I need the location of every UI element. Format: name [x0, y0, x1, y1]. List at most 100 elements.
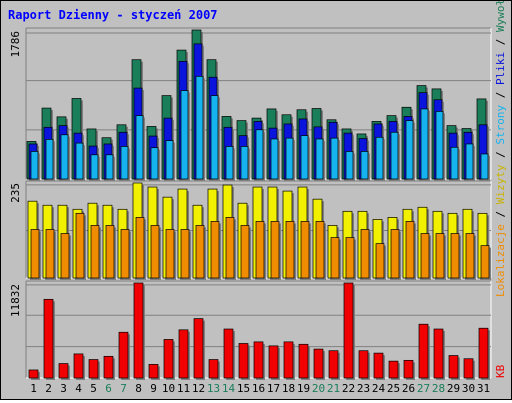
bar-kb: [103, 355, 114, 379]
bar-strony: [315, 138, 324, 180]
bar-strony: [30, 151, 39, 180]
bar-lokalizacje: [45, 229, 55, 279]
bar-kb: [73, 353, 84, 379]
bar-kb: [373, 352, 384, 379]
day-label: 21: [327, 382, 340, 395]
bar-strony: [75, 142, 84, 180]
legend-kb: KB: [494, 364, 507, 378]
bar-lokalizacje: [90, 225, 100, 279]
bar-lokalizacje: [195, 225, 205, 279]
bar-lokalizacje: [225, 217, 235, 279]
bar-strony: [405, 120, 414, 180]
day-label: 16: [252, 382, 265, 395]
bar-lokalizacje: [465, 233, 475, 279]
bar-kb: [118, 331, 129, 379]
bar-kb: [88, 359, 99, 379]
bar-strony: [90, 154, 99, 180]
bar-strony: [195, 76, 204, 180]
bar-lokalizacje: [180, 229, 190, 279]
bar-lokalizacje: [105, 225, 115, 279]
legend-top-part: Wywołania: [494, 1, 507, 32]
bar-kb: [478, 327, 489, 379]
day-label: 25: [387, 382, 400, 395]
bar-kb: [148, 364, 159, 379]
bar-kb: [268, 345, 279, 379]
bar-strony: [390, 131, 399, 180]
bar-kb: [28, 369, 39, 379]
bar-lokalizacje: [345, 237, 355, 279]
bar-kb: [433, 328, 444, 379]
bar-strony: [180, 90, 189, 180]
bar-lokalizacje: [210, 221, 220, 279]
bar-strony: [255, 129, 264, 180]
bar-kb: [298, 343, 309, 379]
day-label: 13: [207, 382, 220, 395]
legend-top-part: Wizyty: [494, 164, 507, 204]
day-label: 20: [312, 382, 325, 395]
bar-kb: [253, 341, 264, 379]
bar-kb: [313, 348, 324, 379]
bar-strony: [105, 154, 114, 180]
day-label: 29: [447, 382, 460, 395]
bar-lokalizacje: [450, 233, 460, 279]
kb-ymax-label: 11832: [9, 284, 22, 317]
bar-lokalizacje: [270, 221, 280, 279]
bar-kb: [178, 329, 189, 379]
day-label: 18: [282, 382, 295, 395]
legend-kb-part: KB: [494, 364, 507, 378]
bar-strony: [45, 139, 54, 180]
bar-lokalizacje: [480, 245, 490, 279]
bar-lokalizacje: [420, 233, 430, 279]
bar-strony: [345, 151, 354, 180]
bar-lokalizacje: [150, 225, 160, 279]
day-label: 8: [135, 382, 142, 395]
bar-lokalizacje: [255, 221, 265, 279]
bar-lokalizacje: [75, 212, 85, 279]
day-label: 2: [45, 382, 52, 395]
bar-kb: [343, 282, 354, 379]
day-label: 5: [90, 382, 97, 395]
bar-lokalizacje: [135, 217, 145, 279]
chart-title: Raport Dzienny - styczeń 2007: [8, 8, 218, 22]
bar-kb: [418, 323, 429, 379]
bar-lokalizacje: [405, 221, 415, 279]
bar-kb: [448, 355, 459, 379]
bar-kb: [388, 360, 399, 379]
legend-top-part: /: [494, 204, 507, 224]
bar-kb: [463, 358, 474, 379]
day-label: 14: [222, 382, 236, 395]
bar-kb: [328, 350, 339, 379]
bar-lokalizacje: [375, 243, 385, 279]
day-label: 17: [267, 382, 280, 395]
day-label: 12: [192, 382, 205, 395]
bar-lokalizacje: [390, 229, 400, 279]
bar-lokalizacje: [360, 229, 370, 279]
bar-lokalizacje: [285, 221, 295, 279]
day-label: 26: [402, 382, 415, 395]
bar-strony: [210, 95, 219, 180]
legend-top-part: /: [494, 32, 507, 52]
bar-kb: [238, 343, 249, 379]
day-label: 1: [30, 382, 37, 395]
visits-ymax-label: 235: [9, 183, 22, 203]
bar-kb: [403, 359, 414, 379]
bar-lokalizacje: [435, 233, 445, 279]
bar-strony: [165, 140, 174, 180]
bar-lokalizacje: [165, 229, 175, 279]
day-label: 24: [372, 382, 386, 395]
bar-kb: [208, 359, 219, 379]
day-label: 3: [60, 382, 67, 395]
day-label: 9: [150, 382, 157, 395]
bar-strony: [300, 135, 309, 180]
bar-strony: [375, 136, 384, 180]
bar-strony: [330, 137, 339, 180]
bar-strony: [420, 108, 429, 180]
hits-ymax-label: 1786: [9, 31, 22, 58]
day-label: 10: [162, 382, 175, 395]
bar-kb: [43, 298, 54, 379]
bar-strony: [360, 151, 369, 180]
legend-top-part: Lokalizacje: [494, 224, 507, 297]
bar-strony: [435, 111, 444, 180]
legend-top: Lokalizacje / Wizyty / Strony / Pliki / …: [494, 1, 507, 297]
